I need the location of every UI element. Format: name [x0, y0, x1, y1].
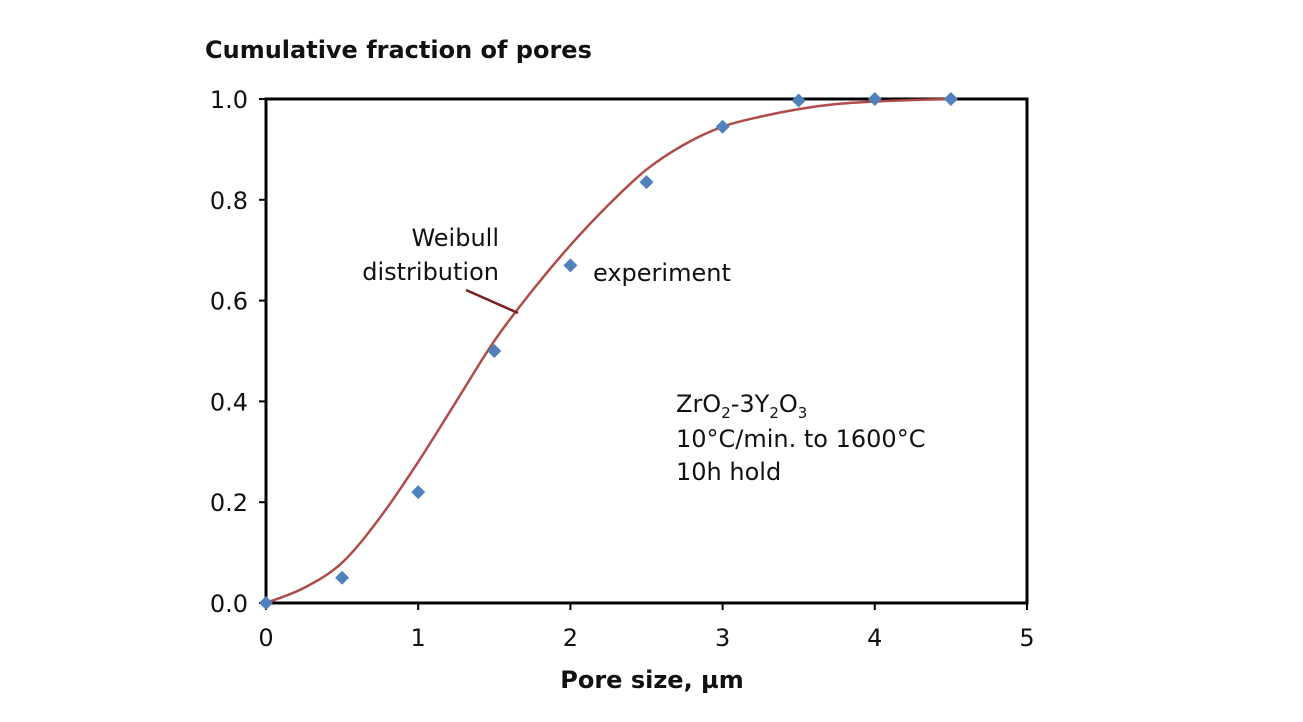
material-label: ZrO2-3Y2O3	[676, 390, 807, 422]
experiment-point	[943, 92, 958, 106]
weibull-label-line1: Weibull	[411, 224, 499, 252]
weibull-curve	[265, 97, 951, 605]
experiment-point	[259, 596, 273, 610]
plot-frame	[264, 97, 1029, 605]
x-tick-label: 0	[258, 624, 273, 652]
plot-area	[264, 97, 1029, 605]
y-tick-label: 1.0	[210, 86, 248, 114]
x-tick-label: 3	[715, 624, 730, 652]
y-ticks: 0.0 0.2 0.4 0.6 0.8 1.0	[210, 86, 266, 618]
experiment-point	[335, 570, 350, 585]
hold-label: 10h hold	[676, 458, 781, 486]
y-tick-label: 0.8	[210, 187, 248, 215]
x-tick-label: 5	[1019, 624, 1034, 652]
weibull-leader-line	[465, 288, 519, 315]
experiment-point	[715, 119, 730, 134]
experiment-point	[639, 175, 654, 190]
x-tick-label: 1	[411, 624, 426, 652]
series-layer	[259, 92, 958, 610]
experiment-point	[791, 93, 806, 108]
y-axis-label: Cumulative fraction of pores	[205, 36, 592, 64]
y-tick-label: 0.2	[210, 489, 248, 517]
y-tick-label: 0.4	[210, 388, 248, 416]
experiment-point	[487, 344, 502, 358]
y-tick-label: 0.6	[210, 288, 248, 316]
experiment-label: experiment	[593, 259, 731, 287]
x-tick-label: 2	[563, 624, 578, 652]
x-tick-label: 4	[867, 624, 882, 652]
experiment-point	[563, 258, 578, 273]
heating-label: 10°C/min. to 1600°C	[676, 425, 925, 453]
weibull-label-line2: distribution	[362, 258, 499, 286]
experiment-point	[867, 92, 882, 106]
x-axis-label: Pore size, µm	[560, 666, 743, 694]
y-tick-label: 0.0	[210, 590, 248, 618]
experiment-point	[411, 485, 426, 500]
x-ticks: 0 1 2 3 4 5	[258, 603, 1035, 652]
